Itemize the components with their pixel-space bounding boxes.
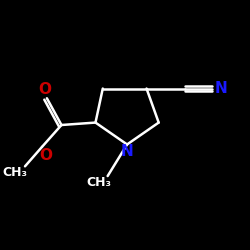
Text: O: O (38, 82, 51, 97)
Text: N: N (121, 144, 134, 159)
Text: N: N (214, 81, 227, 96)
Text: CH₃: CH₃ (87, 176, 112, 188)
Text: CH₃: CH₃ (3, 166, 28, 179)
Text: O: O (39, 148, 52, 163)
